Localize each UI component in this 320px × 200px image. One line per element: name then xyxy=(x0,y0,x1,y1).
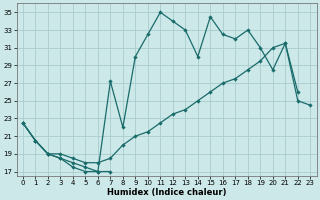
X-axis label: Humidex (Indice chaleur): Humidex (Indice chaleur) xyxy=(107,188,226,197)
